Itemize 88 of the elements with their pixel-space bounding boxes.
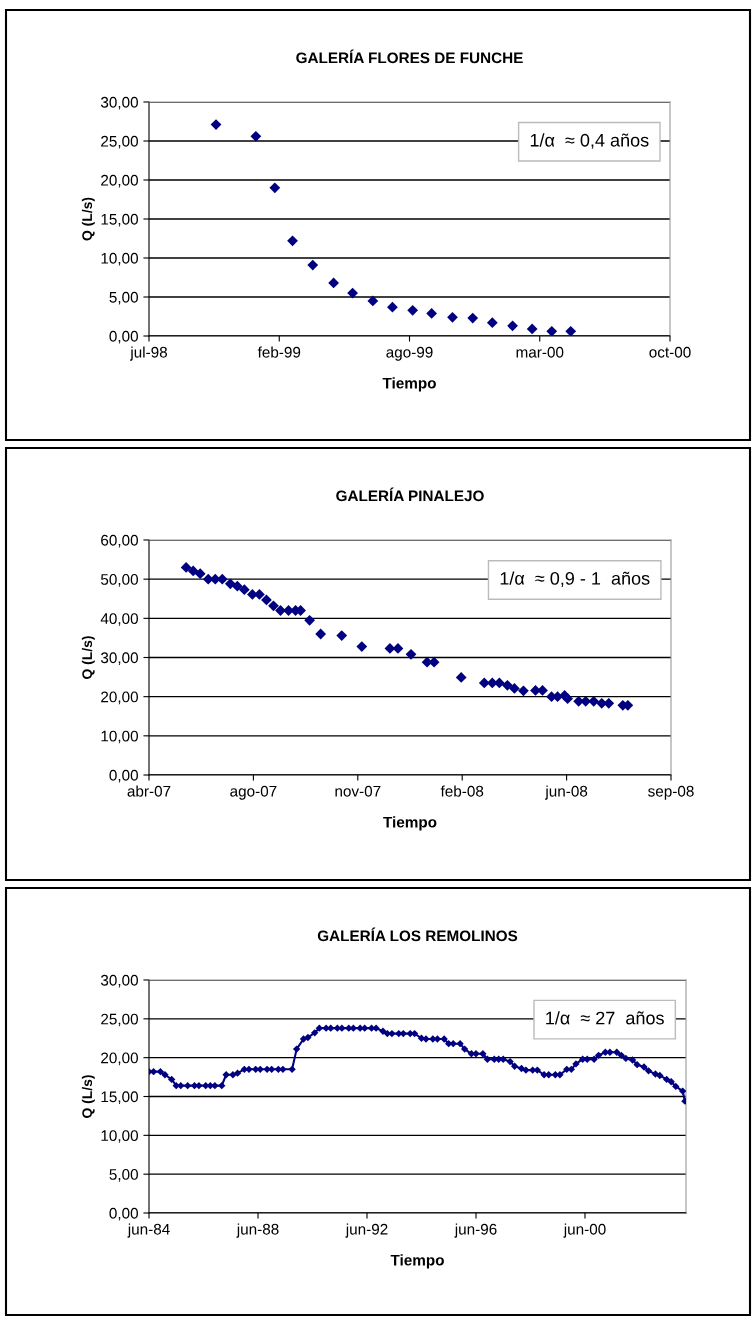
annotation: 1/α ≈ 0,4 años <box>530 133 649 149</box>
point <box>546 325 558 336</box>
y-tick-label: 30,00 <box>100 652 138 665</box>
point <box>455 672 467 683</box>
point <box>336 630 348 641</box>
point <box>269 182 281 194</box>
x-tick-label: nov-07 <box>335 785 381 797</box>
point <box>275 605 286 616</box>
x-tick-label: sep-08 <box>648 785 694 800</box>
point <box>238 584 250 596</box>
chart-title: GALERÍA PINALEJO <box>336 487 484 502</box>
point <box>187 565 199 577</box>
y-tick-label: 5,00 <box>109 291 138 305</box>
point <box>467 312 479 324</box>
annotation: 1/α ≈ 0,9 - 1 años <box>500 571 650 587</box>
x-axis-title: Tiempo <box>390 1254 444 1269</box>
point <box>486 317 498 329</box>
point <box>565 325 577 336</box>
x-tick-label: jun-08 <box>545 785 588 800</box>
y-tick-label: 25,00 <box>101 135 138 149</box>
point <box>268 600 279 612</box>
y-tick-label: 10,00 <box>101 730 138 744</box>
x-tick-label: jun-96 <box>454 1223 497 1238</box>
y-tick-label: 40,00 <box>100 613 138 626</box>
x-tick-label: jun-92 <box>345 1223 388 1238</box>
point <box>307 259 319 271</box>
point <box>518 685 529 697</box>
point <box>231 580 243 592</box>
point <box>194 568 206 580</box>
x-tick-label: jun-00 <box>563 1223 606 1238</box>
y-tick-label: 20,00 <box>101 691 138 705</box>
y-tick-label: 30,00 <box>100 974 138 988</box>
x-tick-label: abr-07 <box>127 785 171 797</box>
point <box>407 304 419 316</box>
point <box>507 320 518 332</box>
y-tick-label: 0,00 <box>109 330 138 344</box>
x-tick-label: feb-99 <box>257 346 301 358</box>
point <box>447 311 458 323</box>
y-tick-label: 0,00 <box>109 1207 138 1221</box>
point <box>478 677 490 689</box>
point <box>180 562 192 573</box>
x-tick-label: jun-84 <box>127 1223 170 1238</box>
point <box>387 301 398 313</box>
point <box>261 594 272 606</box>
x-axis-title: Tiempo <box>382 377 436 392</box>
y-tick-label: 10,00 <box>101 252 138 266</box>
annotation: 1/α ≈ 27 años <box>546 1011 664 1025</box>
y-tick-label: 10,00 <box>101 1130 138 1143</box>
point <box>501 679 513 691</box>
point <box>509 683 520 694</box>
chart-title: GALERÍA FLORES DE FUNCHE <box>296 49 523 64</box>
point <box>250 130 262 142</box>
y-tick-label: 5,00 <box>109 1169 138 1182</box>
point <box>304 614 315 626</box>
y-axis-title: Q (L/s) <box>81 197 95 241</box>
x-axis-title: Tiempo <box>383 816 437 831</box>
point <box>367 295 379 307</box>
x-tick-label: ago-07 <box>230 785 277 800</box>
y-axis-title: Q (L/s) <box>81 1075 95 1118</box>
y-tick-label: 30,00 <box>100 96 138 110</box>
point <box>287 235 298 247</box>
y-tick-label: 60,00 <box>101 534 138 548</box>
point <box>347 287 358 299</box>
x-tick-label: oct-00 <box>649 346 691 358</box>
point <box>210 119 222 130</box>
point <box>426 308 438 319</box>
y-tick-label: 0,00 <box>109 769 138 783</box>
point <box>588 695 600 707</box>
point <box>224 578 236 590</box>
y-tick-label: 25,00 <box>101 1013 138 1027</box>
y-axis-title: Q (L/s) <box>81 636 95 679</box>
point <box>328 277 340 289</box>
point <box>405 648 417 660</box>
x-tick-label: mar-00 <box>516 346 564 358</box>
point <box>254 589 265 600</box>
y-tick-label: 20,00 <box>101 1052 138 1066</box>
x-tick-label: ago-99 <box>386 346 433 361</box>
x-tick-label: jun-88 <box>236 1223 279 1238</box>
x-tick-label: jul-98 <box>129 346 168 361</box>
x-tick-label: feb-08 <box>440 785 484 797</box>
y-tick-label: 50,00 <box>100 574 138 587</box>
point <box>315 628 327 640</box>
point <box>356 641 368 652</box>
point <box>526 323 538 335</box>
chart-title: GALERÍA LOS REMOLINOS <box>317 927 518 942</box>
y-tick-label: 15,00 <box>101 1091 138 1104</box>
y-tick-label: 15,00 <box>101 213 138 227</box>
y-tick-label: 20,00 <box>101 174 138 188</box>
